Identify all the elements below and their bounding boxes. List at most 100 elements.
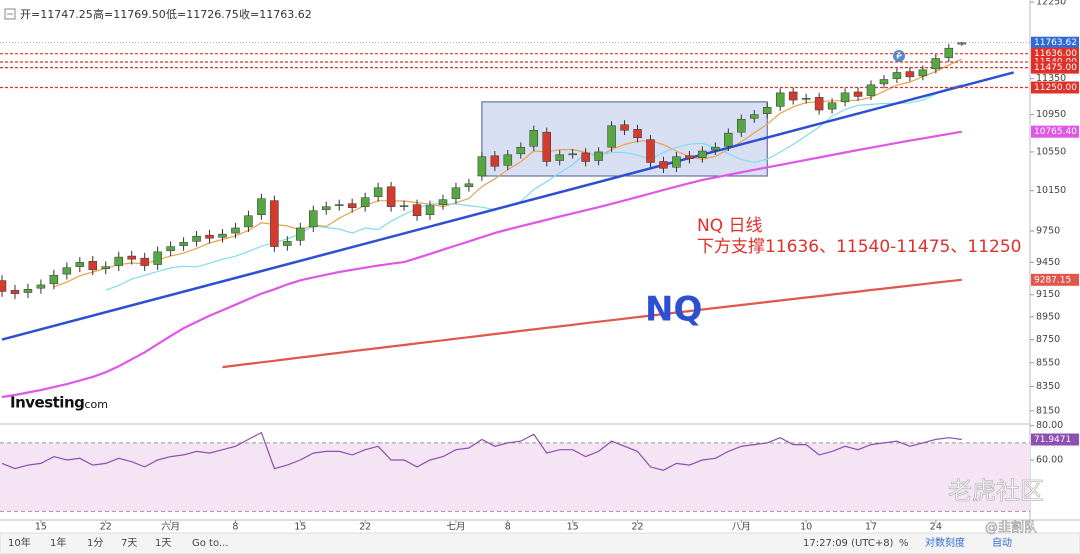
y-tick-label: 10150 [1036, 185, 1066, 196]
candle-body [542, 131, 551, 162]
candle-body [399, 205, 409, 207]
candle-body [516, 146, 526, 155]
candle-body [101, 266, 111, 270]
toolbar-button[interactable]: 1天 [155, 538, 171, 549]
candle-body [23, 289, 33, 293]
price-tag [1031, 81, 1079, 94]
candle-body [685, 155, 694, 159]
candle-body [905, 71, 915, 78]
price-tag-label: 11475.00 [1034, 63, 1077, 73]
candle-body [840, 92, 850, 103]
y-tick-label: 8150 [1036, 405, 1060, 416]
ohlc-close: 收=11763.62 [239, 7, 312, 21]
price-tag-label: 10765.40 [1034, 127, 1077, 137]
event-marker-letter: P [896, 52, 902, 61]
price-tag [1031, 36, 1079, 49]
clock: 17:27:09 (UTC+8) [803, 538, 894, 549]
candle-body [218, 233, 227, 238]
y-tick-label: 9450 [1036, 257, 1060, 268]
trendline [1, 71, 1014, 341]
candle-body [36, 284, 46, 289]
candle-body [503, 154, 513, 166]
candle-body [853, 91, 863, 97]
y-tick-label: 11350 [1036, 73, 1066, 84]
candle-body [659, 161, 668, 169]
toolbar-button[interactable]: 1分 [87, 537, 103, 549]
toolbar-button[interactable]: 10年 [8, 536, 31, 549]
indicator-line [105, 84, 962, 291]
x-tick-label: 22 [359, 522, 371, 533]
watermark: 老虎社区 [948, 477, 1044, 505]
candle-body [827, 102, 837, 110]
candle-body [814, 97, 824, 111]
candle-body [244, 215, 253, 228]
x-tick-label: 15 [567, 522, 579, 533]
candle-body [179, 242, 188, 246]
candle-body [892, 72, 902, 79]
candle-body [801, 98, 811, 100]
candle-body [270, 200, 279, 247]
x-tick-label: 10 [800, 522, 812, 533]
price-tag [1031, 273, 1079, 286]
toolbar [0, 532, 1080, 554]
toolbar-button[interactable]: 对数刻度 [925, 536, 965, 549]
candle-body [490, 155, 500, 167]
candle-body [386, 186, 396, 207]
candle-body [0, 280, 7, 292]
candle-body [555, 154, 564, 161]
y-tick-label: 12250 [1036, 0, 1066, 8]
candle-body [529, 130, 539, 147]
y-tick-label: 9750 [1036, 226, 1060, 237]
y-tick-label: 8550 [1036, 357, 1060, 368]
candle-body [464, 183, 474, 188]
indicator-line [1, 130, 962, 399]
price-tag [1031, 125, 1079, 138]
y-tick-label: 80.00 [1036, 420, 1063, 431]
annotation: NQ [645, 290, 702, 330]
x-tick-label: 七月 [446, 522, 465, 533]
y-tick-label: 8950 [1036, 311, 1060, 322]
price-tag-label: 11763.62 [1034, 38, 1077, 48]
x-tick-label: 8 [232, 522, 238, 533]
toolbar-button[interactable]: 7天 [121, 538, 137, 549]
toolbar-button[interactable]: % [899, 538, 909, 549]
candle-body [620, 124, 629, 131]
candle-body [166, 246, 175, 252]
x-tick-label: 15 [35, 522, 47, 533]
collapse-icon[interactable] [4, 8, 16, 20]
x-tick-label: 17 [865, 522, 877, 533]
candle-body [672, 156, 681, 168]
x-tick-label: 8 [505, 522, 511, 533]
x-tick-label: 24 [930, 522, 942, 533]
toolbar-button[interactable]: Go to... [192, 538, 228, 549]
toolbar-button[interactable]: 1年 [50, 536, 66, 549]
candle-body [879, 79, 889, 85]
candle-body [322, 206, 331, 210]
logo: Investing [10, 394, 84, 412]
candle-body [296, 227, 305, 241]
candle-body [646, 139, 655, 163]
price-tag [1031, 61, 1079, 74]
y-tick-label: 60.00 [1036, 455, 1063, 466]
candle-body [477, 156, 487, 177]
candle-body [373, 187, 383, 197]
y-tick-label: 10550 [1036, 146, 1066, 157]
candle-body [711, 146, 720, 151]
candle-body [62, 267, 72, 275]
ohlc-open: 开=11747.25 [20, 8, 93, 21]
toolbar-button[interactable]: 自动 [992, 536, 1012, 549]
candle-body [724, 132, 733, 147]
candle-body [633, 129, 642, 139]
watermark: @韭割队 [985, 520, 1037, 536]
event-marker[interactable] [893, 50, 905, 62]
candle-body [257, 198, 266, 215]
candle-body [192, 235, 201, 242]
x-tick-label: 22 [100, 522, 112, 533]
candle-body [594, 151, 603, 161]
price-tag-label: 11250.00 [1034, 83, 1077, 93]
ohlc-high: 高=11769.50 [93, 7, 166, 21]
rsi-line [1, 431, 962, 471]
candle-body [438, 199, 448, 205]
